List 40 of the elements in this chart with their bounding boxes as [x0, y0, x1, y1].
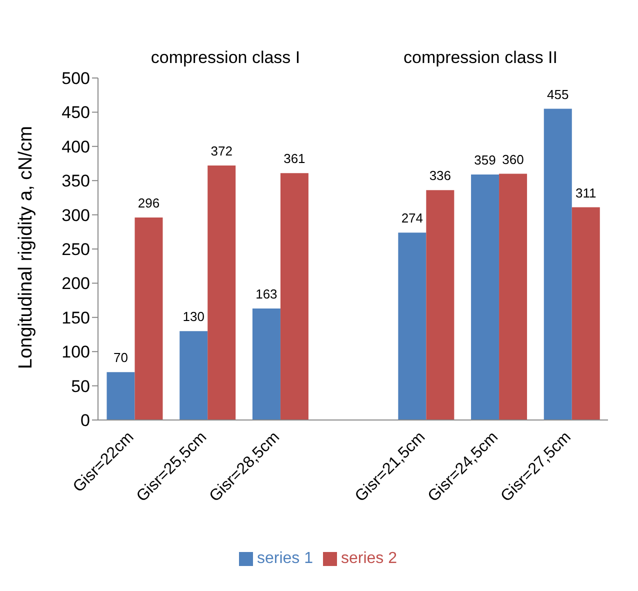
text: compression class I [150, 48, 302, 68]
data-label: 274 [401, 210, 424, 226]
y-tick-label: 350 [62, 172, 90, 191]
y-tick-label: 0 [80, 411, 90, 430]
data-label: 311 [576, 185, 596, 200]
y-tick-label: 400 [62, 137, 90, 156]
data-label: 360 [502, 152, 524, 167]
y-tick-label: 150 [62, 308, 90, 328]
y-tick-label: 100 [62, 342, 90, 362]
data-label: 372 [210, 144, 232, 159]
text: compression class II [402, 48, 558, 68]
bar [572, 207, 600, 420]
y-tick-label: 50 [71, 376, 90, 396]
y-tick-label: 450 [62, 103, 90, 122]
bar [106, 372, 135, 420]
data-label: 163 [256, 286, 278, 302]
y-tick-label: 500 [62, 69, 90, 88]
data-label: 455 [547, 86, 569, 102]
data-label: 359 [474, 152, 496, 168]
data-label: 336 [429, 168, 452, 184]
bar [280, 173, 308, 420]
y-tick-label: 300 [62, 206, 90, 225]
legend-label: series 1 [256, 550, 313, 567]
data-label: 361 [284, 151, 306, 166]
bar [252, 308, 280, 420]
bar [426, 190, 454, 420]
bar [544, 108, 572, 420]
bar [208, 166, 236, 420]
bar [471, 174, 500, 420]
data-label: 70 [114, 350, 128, 366]
data-label: 130 [182, 309, 204, 324]
bar [398, 232, 426, 420]
bar [180, 331, 208, 420]
legend-label: series 2 [341, 550, 398, 567]
bar [134, 218, 163, 420]
bar [499, 174, 528, 420]
y-tick-label: 200 [62, 274, 90, 294]
y-tick-label: 250 [62, 240, 90, 260]
y-axis-title: Longitudinal rigidity a, cN/cm [16, 126, 37, 369]
data-label: 296 [138, 196, 160, 211]
